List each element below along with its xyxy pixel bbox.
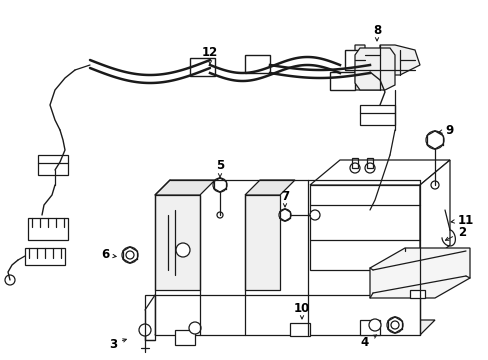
Polygon shape <box>354 45 419 90</box>
Text: 12: 12 <box>202 45 218 64</box>
Circle shape <box>213 178 226 192</box>
Bar <box>190 58 215 76</box>
Polygon shape <box>419 160 449 270</box>
Circle shape <box>309 210 319 220</box>
Text: 5: 5 <box>215 158 224 177</box>
Text: 11: 11 <box>450 213 473 226</box>
Text: 2: 2 <box>445 225 465 240</box>
Circle shape <box>122 247 138 263</box>
Circle shape <box>349 163 359 173</box>
Polygon shape <box>145 295 155 340</box>
Polygon shape <box>155 320 434 335</box>
Bar <box>329 72 354 90</box>
Polygon shape <box>289 323 309 336</box>
Circle shape <box>425 131 443 149</box>
Polygon shape <box>244 180 294 195</box>
Circle shape <box>126 251 134 259</box>
Polygon shape <box>354 48 394 90</box>
Bar <box>366 158 372 168</box>
Bar <box>351 158 357 168</box>
Text: 4: 4 <box>360 335 376 348</box>
Text: 7: 7 <box>281 189 288 207</box>
Polygon shape <box>309 185 419 270</box>
Circle shape <box>279 209 290 221</box>
Text: 10: 10 <box>293 302 309 319</box>
Circle shape <box>189 322 201 334</box>
Circle shape <box>386 317 402 333</box>
Circle shape <box>5 275 15 285</box>
Polygon shape <box>309 160 449 185</box>
Text: 8: 8 <box>372 23 380 41</box>
Polygon shape <box>175 330 195 345</box>
Circle shape <box>390 321 398 329</box>
Polygon shape <box>359 105 394 125</box>
Polygon shape <box>38 155 68 175</box>
Circle shape <box>368 319 380 331</box>
Polygon shape <box>155 180 215 195</box>
Polygon shape <box>28 218 68 240</box>
Circle shape <box>176 243 190 257</box>
Circle shape <box>139 324 151 336</box>
Polygon shape <box>25 248 65 265</box>
Polygon shape <box>369 248 469 298</box>
Bar <box>244 55 269 73</box>
Polygon shape <box>359 320 379 335</box>
Circle shape <box>217 212 223 218</box>
Text: 9: 9 <box>438 123 453 136</box>
Polygon shape <box>155 295 419 335</box>
Polygon shape <box>155 195 200 290</box>
Polygon shape <box>244 195 280 290</box>
Text: 6: 6 <box>101 248 116 261</box>
Circle shape <box>364 163 374 173</box>
Text: 3: 3 <box>109 338 126 351</box>
Circle shape <box>430 181 438 189</box>
Bar <box>345 50 374 70</box>
Text: 1: 1 <box>0 359 1 360</box>
Bar <box>409 290 424 298</box>
